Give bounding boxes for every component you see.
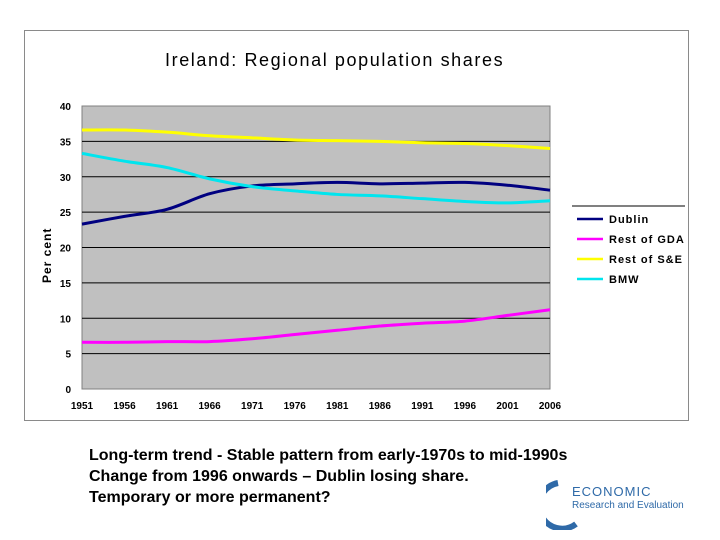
legend-label-rest-of-s-e: Rest of S&E <box>609 254 683 266</box>
series-lines <box>81 128 551 344</box>
chart-title: Ireland: Regional population shares <box>165 50 504 70</box>
series-line-bmw <box>81 151 551 205</box>
caption-line-3: Temporary or more permanent? <box>89 489 331 506</box>
x-tick-label-1996: 1996 <box>454 401 477 412</box>
y-tick-label-25: 25 <box>60 208 72 219</box>
y-axis-ticks: 0 5 10 15 20 25 30 35 40 <box>60 102 72 396</box>
logo-word-research: Research and Evaluation <box>572 500 684 511</box>
y-axis-title: Per cent <box>40 228 54 283</box>
legend-label-rest-of-gda: Rest of GDA <box>609 234 685 246</box>
logo-arc-icon <box>546 480 578 530</box>
economic-research-logo: ECONOMIC Research and Evaluation <box>546 480 684 530</box>
y-tick-label-10: 10 <box>60 314 72 325</box>
y-tick-label-0: 0 <box>65 385 71 396</box>
x-axis-ticks: 1951 1956 1961 1966 1971 1976 1981 1986 1991 1996… <box>71 401 562 412</box>
legend-label-dublin: Dublin <box>609 214 649 226</box>
chart: Ireland: Regional population shares 0 5 10… <box>40 50 685 412</box>
caption-line-1: Long-term trend - Stable pattern from ea… <box>89 447 568 464</box>
series-line-rest-of-s-e <box>81 128 551 150</box>
x-tick-label-1991: 1991 <box>411 401 434 412</box>
x-tick-label-1961: 1961 <box>156 401 179 412</box>
y-tick-label-5: 5 <box>65 350 71 361</box>
y-tick-label-35: 35 <box>60 137 72 148</box>
caption-line-2: Change from 1996 onwards – Dublin losing… <box>89 468 469 485</box>
x-tick-label-1986: 1986 <box>369 401 392 412</box>
logo-word-economic: ECONOMIC <box>572 484 652 499</box>
y-tick-label-40: 40 <box>60 102 72 113</box>
x-tick-label-2006: 2006 <box>539 401 562 412</box>
x-tick-label-2001: 2001 <box>496 401 519 412</box>
x-tick-label-1966: 1966 <box>199 401 222 412</box>
series-line-dublin <box>81 180 551 226</box>
x-tick-label-1976: 1976 <box>284 401 307 412</box>
y-tick-label-15: 15 <box>60 279 72 290</box>
x-tick-label-1971: 1971 <box>241 401 264 412</box>
y-tick-label-30: 30 <box>60 173 72 184</box>
x-tick-label-1981: 1981 <box>326 401 349 412</box>
x-tick-label-1951: 1951 <box>71 401 94 412</box>
caption: Long-term trend - Stable pattern from ea… <box>89 445 649 508</box>
legend-label-bmw: BMW <box>609 274 640 286</box>
series-line-rest-of-gda <box>81 308 551 344</box>
legend: Dublin Rest of GDA Rest of S&E BMW <box>577 214 685 286</box>
x-tick-label-1956: 1956 <box>113 401 136 412</box>
chart-frame: Ireland: Regional population shares 0 5 10… <box>24 30 689 421</box>
y-tick-label-20: 20 <box>60 244 72 255</box>
